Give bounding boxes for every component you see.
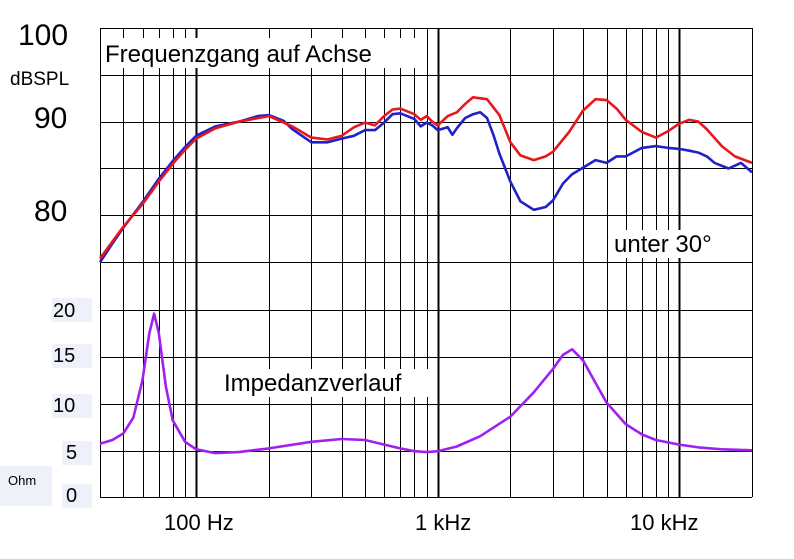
imp-tick-box-5 — [62, 441, 92, 465]
x-tick-10khz: 10 kHz — [630, 510, 698, 535]
imp-tick-0: 0 — [66, 485, 77, 507]
imp-tick-box-20 — [52, 298, 92, 322]
spl-axis-label: dBSPL — [10, 69, 69, 90]
imp-tick-box-15 — [52, 344, 92, 368]
spl-tick-80: 80 — [34, 195, 67, 228]
impedance-series-0 — [99, 312, 753, 455]
impedance-lines — [99, 312, 753, 455]
angle-annot-bg — [612, 230, 728, 258]
title-bg — [103, 38, 415, 68]
spl-tick-100: 100 — [18, 19, 68, 52]
imp-tick-10: 10 — [53, 395, 75, 417]
ohm-unit-box — [0, 466, 52, 506]
spl-series-1 — [98, 96, 753, 260]
x-tick-1khz: 1 kHz — [415, 510, 471, 535]
spl-series-0 — [98, 111, 753, 264]
imp-title-bg — [222, 369, 434, 397]
x-tick-100hz: 100 Hz — [164, 510, 234, 535]
grid — [100, 28, 753, 499]
spl-lines — [98, 96, 753, 264]
angle-annotation: unter 30° — [614, 231, 712, 258]
imp-tick-box-0 — [62, 484, 92, 508]
impedance-title: Impedanzverlauf — [224, 370, 402, 397]
chart-title: Frequenzgang auf Achse — [105, 41, 372, 68]
imp-tick-20: 20 — [53, 300, 75, 322]
imp-tick-5: 5 — [66, 442, 77, 464]
imp-axis-label: Ohm — [8, 473, 36, 488]
spl-tick-90: 90 — [34, 102, 67, 135]
imp-tick-15: 15 — [53, 345, 75, 367]
imp-tick-box-10 — [52, 394, 92, 418]
